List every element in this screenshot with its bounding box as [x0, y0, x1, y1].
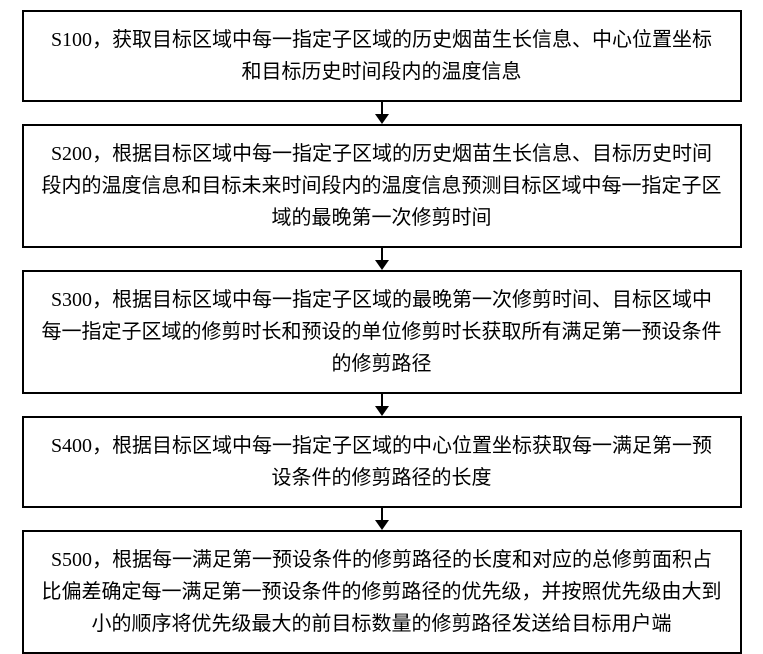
step-id: S100 — [51, 29, 92, 51]
step-id: S400 — [51, 435, 92, 457]
separator: ， — [92, 549, 112, 571]
step-text: 获取目标区域中每一指定子区域的历史烟苗生长信息、中心位置坐标和目标历史时间段内的… — [112, 29, 712, 83]
separator: ， — [92, 143, 112, 165]
step-id: S300 — [51, 289, 92, 311]
separator: ， — [92, 29, 112, 51]
step-text: 根据每一满足第一预设条件的修剪路径的长度和对应的总修剪面积占比偏差确定每一满足第… — [42, 549, 722, 635]
step-box-s400: S400，根据目标区域中每一指定子区域的中心位置坐标获取每一满足第一预设条件的修… — [22, 416, 742, 508]
step-text: 根据目标区域中每一指定子区域的中心位置坐标获取每一满足第一预设条件的修剪路径的长… — [112, 435, 712, 489]
arrow-down-icon — [374, 248, 390, 270]
step-text: 根据目标区域中每一指定子区域的历史烟苗生长信息、目标历史时间段内的温度信息和目标… — [42, 143, 722, 229]
step-text: 根据目标区域中每一指定子区域的最晚第一次修剪时间、目标区域中每一指定子区域的修剪… — [42, 289, 722, 375]
separator: ， — [92, 435, 112, 457]
flowchart-container: S100，获取目标区域中每一指定子区域的历史烟苗生长信息、中心位置坐标和目标历史… — [0, 0, 763, 639]
step-box-s200: S200，根据目标区域中每一指定子区域的历史烟苗生长信息、目标历史时间段内的温度… — [22, 124, 742, 248]
step-box-s100: S100，获取目标区域中每一指定子区域的历史烟苗生长信息、中心位置坐标和目标历史… — [22, 10, 742, 102]
step-box-s500: S500，根据每一满足第一预设条件的修剪路径的长度和对应的总修剪面积占比偏差确定… — [22, 530, 742, 654]
separator: ， — [92, 289, 112, 311]
arrow-down-icon — [374, 508, 390, 530]
step-id: S500 — [51, 549, 92, 571]
arrow-down-icon — [374, 102, 390, 124]
step-box-s300: S300，根据目标区域中每一指定子区域的最晚第一次修剪时间、目标区域中每一指定子… — [22, 270, 742, 394]
arrow-down-icon — [374, 394, 390, 416]
step-id: S200 — [51, 143, 92, 165]
